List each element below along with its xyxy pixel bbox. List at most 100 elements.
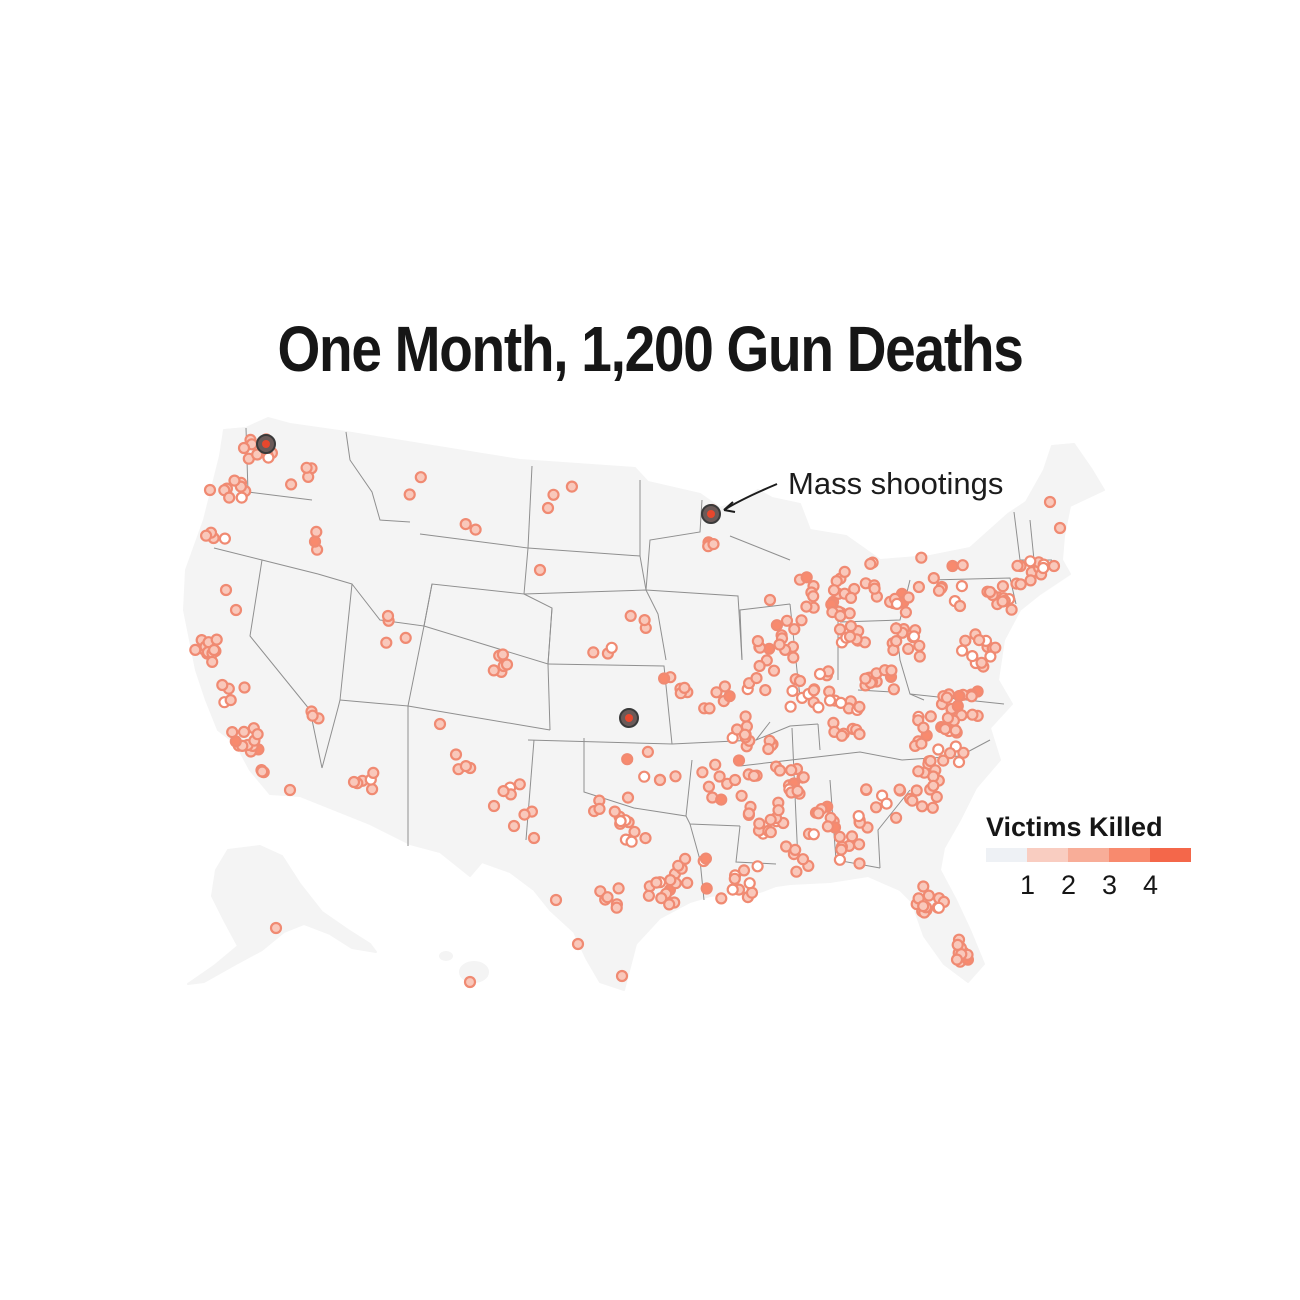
incident-dot — [718, 680, 732, 693]
incident-dot — [663, 898, 676, 911]
incident-dot — [1053, 521, 1067, 535]
incident-dot — [852, 809, 865, 823]
legend-tick-2: 2 — [1060, 870, 1077, 900]
incident-dot — [608, 805, 621, 818]
incident-dot — [459, 517, 472, 531]
incident-dot — [728, 872, 741, 885]
incident-dot — [664, 873, 677, 887]
incident-dot — [200, 529, 213, 542]
incident-dot — [571, 937, 585, 951]
incident-dot — [946, 559, 959, 573]
incident-dot — [256, 765, 269, 778]
incident-dot — [229, 603, 243, 617]
incident-dot — [853, 727, 866, 741]
incident-dot — [269, 921, 283, 935]
incident-dot — [459, 759, 472, 773]
incident-dot — [753, 817, 766, 830]
incident-dot — [965, 690, 978, 703]
incident-dot — [262, 451, 275, 464]
incident-dot — [924, 710, 937, 723]
incident-dot — [605, 641, 618, 654]
incident-dot — [219, 583, 233, 597]
incident-dot — [381, 609, 395, 623]
incident-dot — [251, 448, 264, 461]
incident-dot — [951, 938, 964, 952]
incident-dot — [790, 865, 803, 878]
incident-dot — [238, 681, 251, 694]
incident-dot — [902, 642, 915, 656]
incident-dot — [1024, 574, 1037, 587]
incident-dot — [823, 694, 837, 707]
incident-dot — [399, 631, 412, 645]
incident-dot — [366, 783, 379, 796]
incident-dot — [218, 532, 231, 545]
state-borders — [213, 427, 1052, 901]
incident-dot — [853, 700, 866, 714]
incident-dot — [614, 814, 627, 828]
incident-dot — [726, 883, 739, 896]
incident-dot — [229, 735, 242, 748]
incident-dot — [780, 614, 794, 627]
incident-dot — [917, 721, 930, 734]
incident-dot — [785, 764, 798, 777]
incident-dot — [347, 775, 361, 789]
incident-dot — [709, 758, 722, 771]
incident-dot — [833, 623, 847, 636]
incident-dot — [983, 585, 997, 599]
incident-dot — [955, 579, 969, 593]
incident-dot — [864, 557, 877, 571]
incident-dot — [703, 702, 716, 715]
incident-dot — [966, 708, 979, 721]
incident-dot — [1011, 559, 1024, 572]
incident-dot — [283, 783, 297, 797]
incident-dot — [735, 789, 748, 802]
mass-shootings-layer — [256, 434, 721, 728]
incident-dot — [547, 488, 560, 501]
incident-dot — [784, 700, 797, 713]
incident-dot — [367, 766, 380, 780]
incident-dot — [786, 684, 799, 698]
annotation-mass-shootings: Mass shootings — [788, 466, 1004, 501]
incident-dot — [913, 639, 926, 652]
incident-dot — [789, 843, 802, 857]
incident-dot — [745, 886, 759, 899]
incident-dot — [940, 691, 954, 704]
incident-dot — [930, 790, 943, 804]
incident-dot — [1037, 561, 1050, 575]
incident-dot — [859, 672, 872, 685]
incident-dot — [890, 597, 904, 611]
incident-dot — [669, 770, 682, 783]
incident-dot — [728, 773, 742, 787]
incident-dot — [915, 737, 928, 750]
incident-dot — [950, 953, 964, 966]
incident-dot — [224, 693, 237, 707]
incident-dot — [759, 683, 772, 697]
incident-dot — [812, 807, 825, 820]
incident-dot — [208, 643, 221, 657]
legend-swatch-3 — [1109, 848, 1150, 862]
page-title: One Month, 1,200 Gun Deaths — [277, 313, 1023, 385]
incident-dot — [228, 474, 241, 487]
incident-dot — [210, 633, 223, 646]
incident-dot — [787, 651, 800, 664]
incident-dot — [887, 683, 901, 696]
incident-dot — [628, 825, 641, 839]
incident-dot — [917, 880, 930, 893]
incident-dot — [723, 690, 736, 703]
incident-dot — [762, 742, 775, 756]
incident-dot — [678, 852, 692, 866]
incident-dot — [621, 753, 634, 766]
incident-dot — [702, 780, 716, 793]
legend-swatch-2 — [1068, 848, 1109, 862]
incident-dot — [624, 609, 637, 623]
incident-dot — [308, 535, 322, 548]
incident-dot — [1024, 555, 1037, 568]
incident-dot — [380, 636, 393, 649]
incident-dot — [678, 681, 691, 695]
incident-dot — [827, 584, 841, 597]
incident-dot — [902, 591, 915, 604]
incident-dot — [642, 889, 656, 902]
incident-dot — [657, 672, 671, 685]
incident-dot — [285, 478, 298, 491]
incident-dot — [912, 765, 925, 778]
